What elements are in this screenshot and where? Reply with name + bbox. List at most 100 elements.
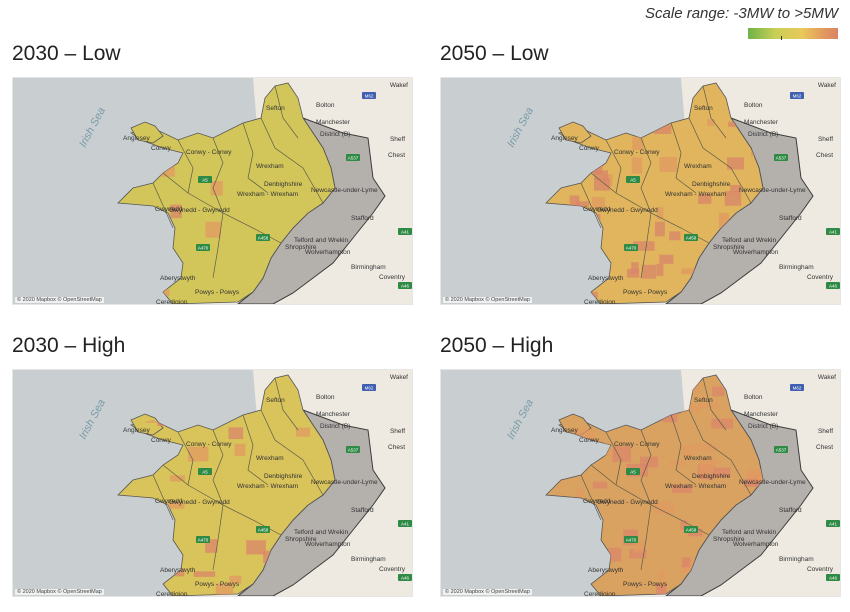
- place-label: Conwy - Conwy: [614, 441, 660, 448]
- road-shield: [196, 536, 210, 543]
- road-label: A46: [401, 576, 410, 581]
- heat-patch: [565, 500, 583, 510]
- place-label: District (B): [748, 423, 778, 430]
- place-label: Wrexham - Wrexham: [237, 191, 298, 198]
- road-shield: [790, 384, 804, 391]
- heat-patch: [713, 467, 731, 478]
- heat-patch: [614, 394, 626, 409]
- place-label: Gwynedd: [155, 498, 183, 505]
- road-shield: [774, 446, 788, 453]
- place-label: Shropshire: [713, 244, 745, 251]
- place-label: Ceredigion: [584, 299, 616, 304]
- place-label: Conwy: [579, 145, 600, 152]
- heat-patch: [137, 538, 149, 554]
- place-label: Newcastle-under-Lyme: [311, 187, 378, 194]
- heat-patch: [659, 569, 666, 585]
- road-label: M62: [793, 386, 802, 391]
- boundary-line: [212, 429, 224, 506]
- place-label: Manchester: [316, 119, 351, 126]
- anglesey-region: [558, 121, 592, 144]
- heat-patch: [562, 568, 578, 585]
- place-label: Shropshire: [285, 244, 317, 251]
- place-label: Gwynedd - Gwynedd: [597, 207, 658, 214]
- heat-patch: [606, 391, 622, 405]
- place-label: Birmingham: [779, 556, 814, 563]
- heat-patch: [727, 157, 745, 170]
- coverage-region: [545, 82, 764, 304]
- boundary-line: [670, 414, 697, 486]
- map-2030-high[interactable]: Irish Sea Wakef Bolton Sefton Manchester Dist…: [12, 369, 413, 597]
- heat-patch: [593, 178, 610, 191]
- place-label: Newcastle-under-Lyme: [739, 479, 806, 486]
- heat-patch: [612, 446, 631, 463]
- map-2050-high[interactable]: Irish Sea Wakef Bolton Sefton Manchester Dist…: [440, 369, 841, 597]
- place-label: District (B): [748, 131, 778, 138]
- road-shield: [362, 92, 376, 99]
- place-label: Wrexham - Wrexham: [237, 483, 298, 490]
- boundary-line: [640, 137, 652, 214]
- heat-patch: [643, 122, 654, 130]
- place-label: Wrexham: [684, 163, 712, 170]
- road-label: M62: [793, 94, 802, 99]
- anglesey-region: [130, 121, 164, 144]
- place-label: Wakef: [818, 374, 836, 381]
- heat-patch: [608, 547, 622, 562]
- heat-patch: [567, 497, 574, 512]
- heat-patch: [592, 481, 608, 489]
- heat-patch: [631, 262, 639, 275]
- heat-patch: [634, 92, 654, 108]
- place-label: Bolton: [316, 102, 335, 109]
- heat-patch: [569, 434, 576, 452]
- place-label: Shropshire: [713, 536, 745, 543]
- road-shield: [398, 574, 412, 581]
- heat-patch: [639, 456, 659, 468]
- road-label: A41: [829, 522, 838, 527]
- heat-patch: [681, 268, 695, 275]
- place-label: Coventry: [807, 566, 834, 573]
- place-label: Sefton: [266, 105, 285, 112]
- panel-title-2030-high: 2030 – High: [12, 334, 126, 357]
- place-label: Denbighshire: [264, 473, 303, 480]
- boundary-line: [260, 117, 324, 204]
- road-shield: [256, 234, 270, 241]
- place-label: Powys - Powys: [195, 581, 240, 588]
- place-label: Conwy: [151, 145, 172, 152]
- boundary-line: [688, 409, 752, 496]
- road-shield: [826, 228, 840, 235]
- heat-patch: [577, 383, 586, 395]
- boundary-line: [152, 474, 174, 521]
- place-label: Stafford: [351, 215, 374, 222]
- place-label: Wolverhampton: [305, 249, 351, 256]
- road-label: M62: [365, 94, 374, 99]
- place-label: Wakef: [390, 374, 408, 381]
- map-2050-low[interactable]: Irish Sea Wakef Bolton Sefton Manchester Dist…: [440, 77, 841, 305]
- heat-patch: [694, 443, 717, 451]
- road-label: A537: [776, 156, 787, 161]
- place-label: Aberystwyth: [160, 275, 196, 282]
- place-label: Newcastle-under-Lyme: [311, 479, 378, 486]
- road-shield: [198, 176, 212, 183]
- map-2030-low[interactable]: Irish Sea Wakef Bolton Sefton Manchester Dist…: [12, 77, 413, 305]
- place-label: Ceredigion: [156, 591, 188, 596]
- boundary-line: [580, 182, 602, 229]
- heat-patch: [730, 184, 741, 193]
- coverage-region: [117, 82, 336, 304]
- heat-patch: [193, 571, 216, 577]
- place-label: Conwy - Conwy: [186, 149, 232, 156]
- heat-patch: [576, 489, 584, 498]
- anglesey-region: [130, 413, 164, 436]
- heat-patch: [234, 443, 246, 456]
- boundary-line: [260, 409, 324, 496]
- place-label: Bolton: [744, 394, 763, 401]
- road-shield: [196, 244, 210, 251]
- heat-patch: [639, 114, 655, 128]
- place-label: Conwy - Conwy: [186, 441, 232, 448]
- place-label: Coventry: [379, 566, 406, 573]
- sea-label: Irish Sea: [77, 105, 108, 149]
- place-label: Bolton: [316, 394, 335, 401]
- road-shield: [346, 446, 360, 453]
- heat-patch: [603, 442, 611, 456]
- boundary-line: [212, 137, 224, 214]
- place-label: Stafford: [351, 507, 374, 514]
- road-label: A537: [776, 448, 787, 453]
